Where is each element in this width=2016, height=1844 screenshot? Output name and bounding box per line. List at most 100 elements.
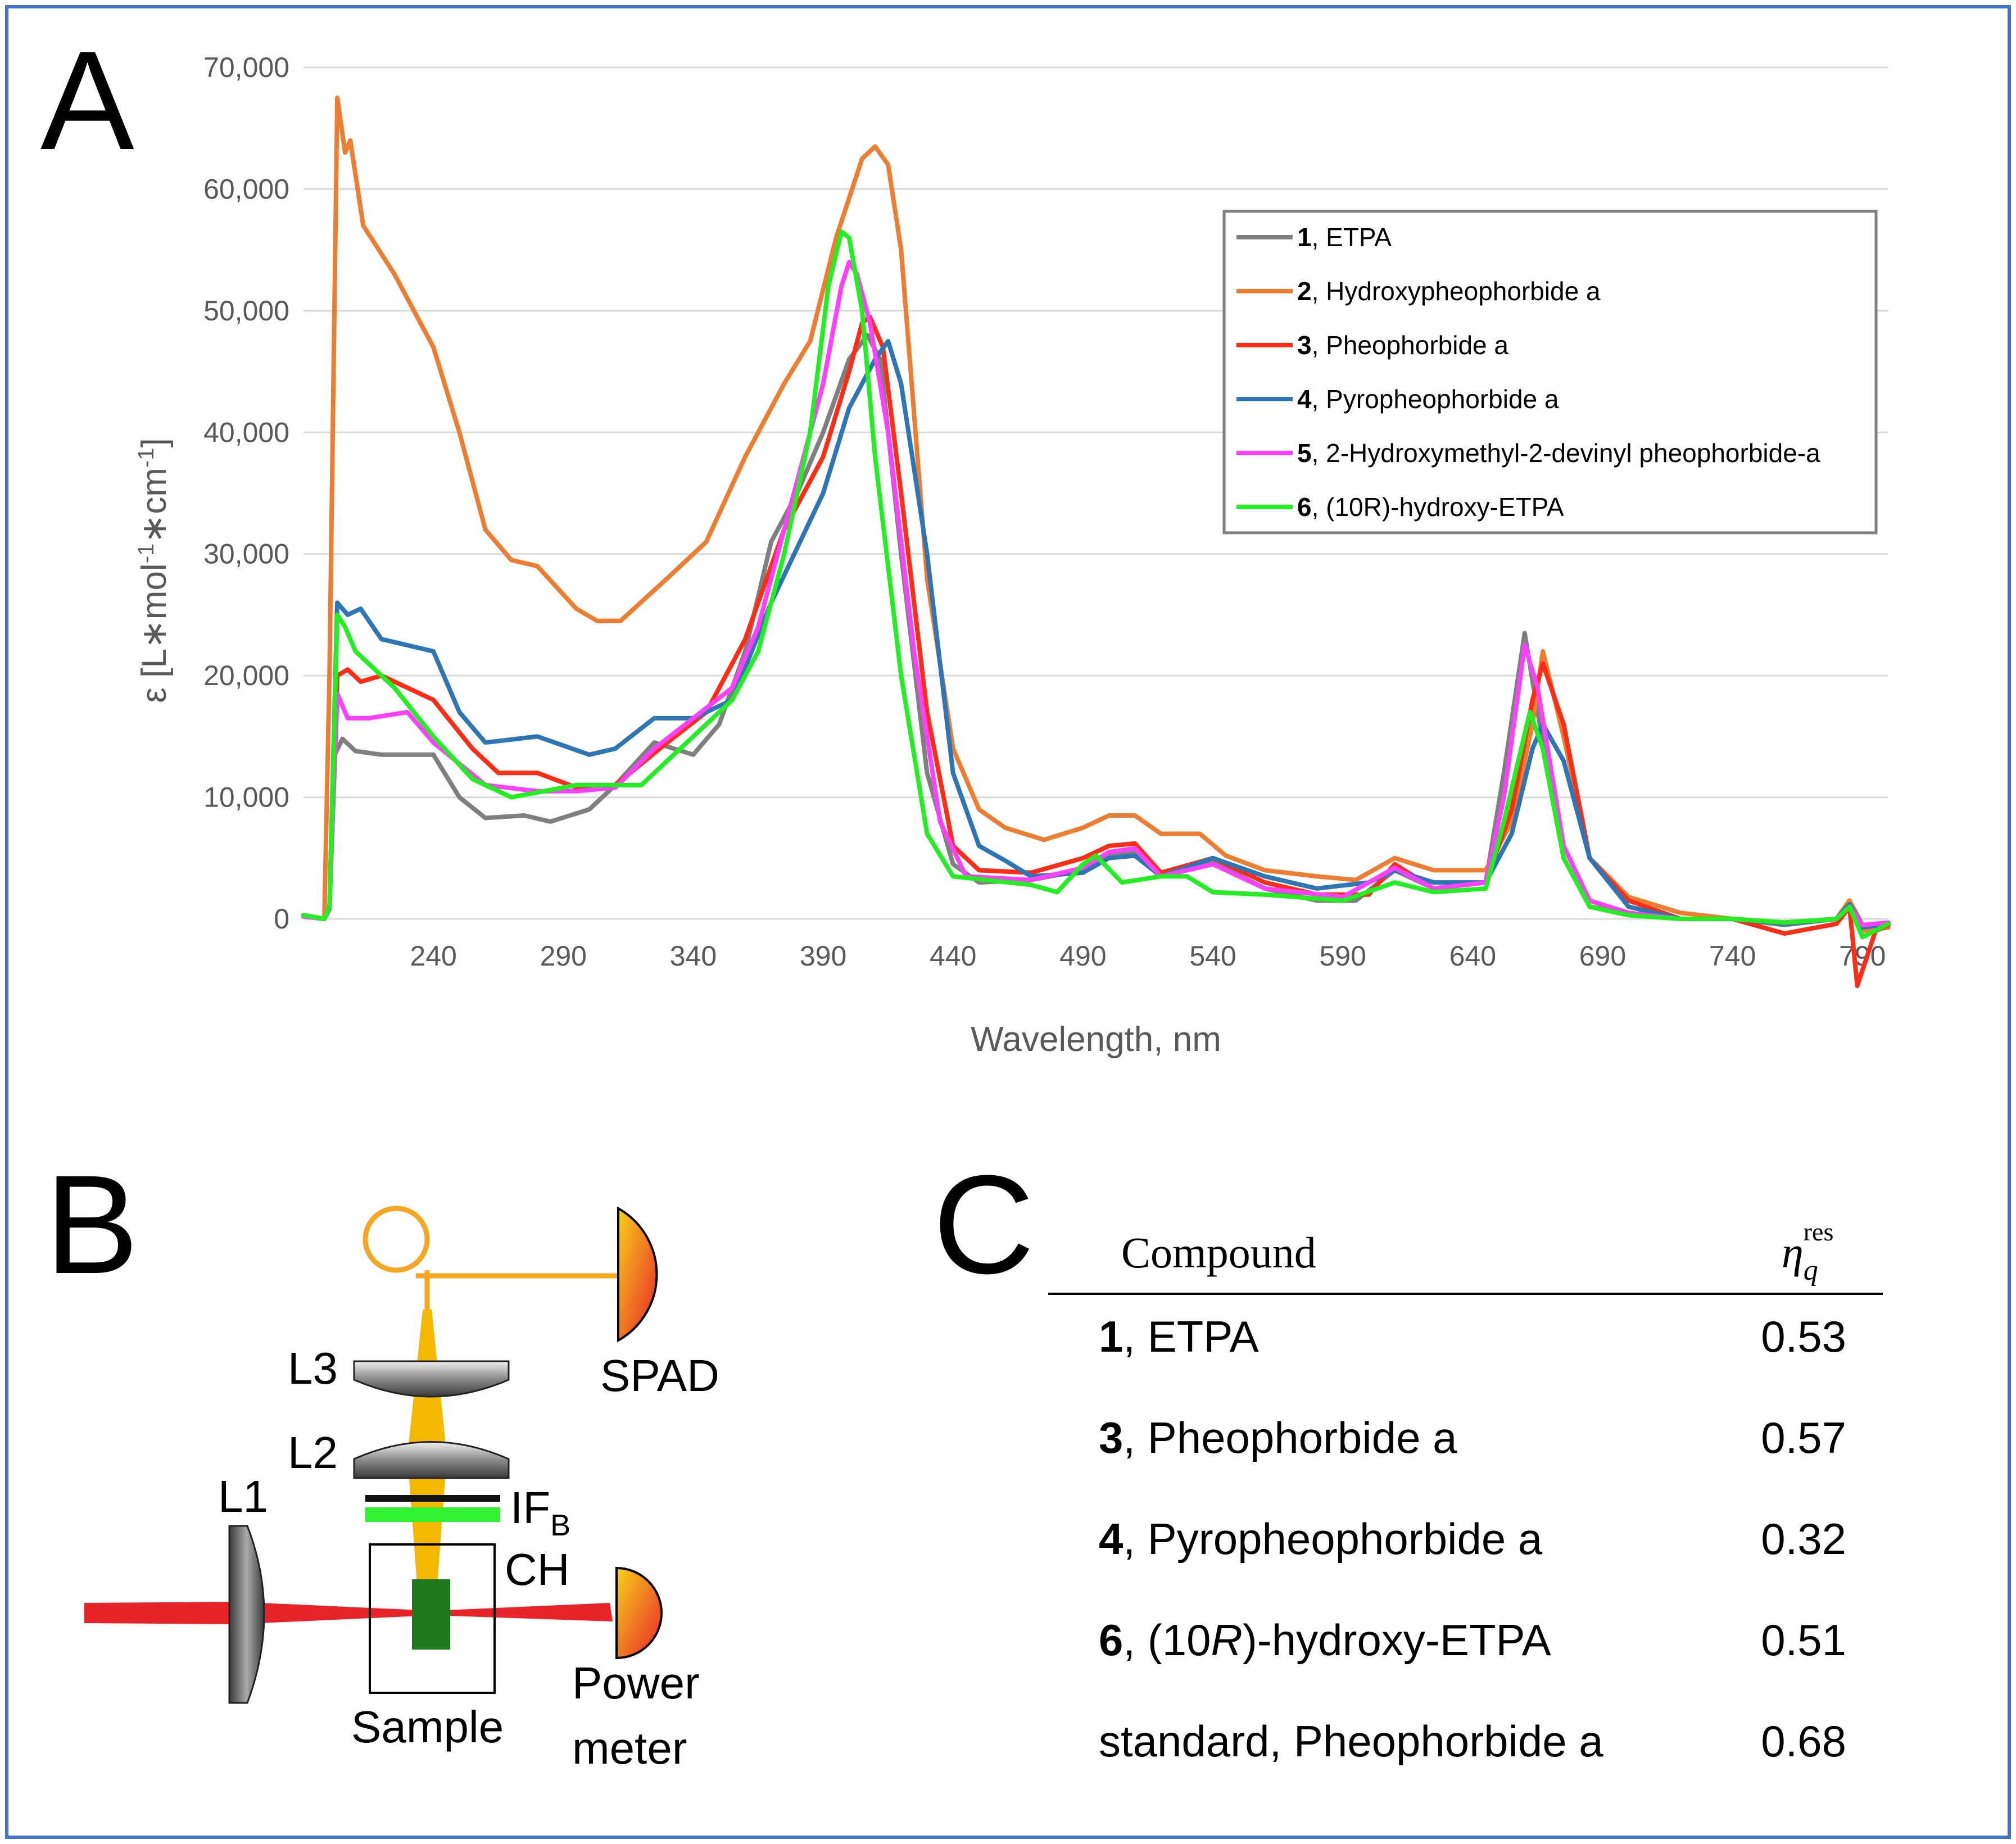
row-compound: , Pheophorbide a [1123, 1413, 1457, 1462]
lens-l2 [353, 1441, 510, 1479]
legend-number: 1 [1297, 223, 1312, 252]
label-l3: L3 [288, 1343, 338, 1393]
y-tick-label: 0 [274, 903, 289, 935]
legend-number: 3 [1297, 330, 1312, 360]
x-tick-label: 690 [1579, 940, 1626, 972]
x-tick-label: 640 [1449, 940, 1496, 972]
row-compound: standard, Pheophorbide a [1099, 1716, 1603, 1766]
svg-text:4, Pyropheophorbide a: 4, Pyropheophorbide a [1297, 384, 1559, 414]
svg-text:1, ETPA: 1, ETPA [1099, 1312, 1259, 1361]
label-meter: meter [572, 1723, 687, 1773]
legend-number: 2 [1297, 277, 1312, 306]
quantum-yield-table: Compound ηq res 1, ETPA 0.53 3, Pheophorb… [1048, 1217, 1883, 1766]
x-tick-label: 340 [670, 940, 717, 972]
eta-symbol: η [1782, 1228, 1804, 1277]
x-tick-label: 490 [1059, 940, 1106, 972]
label-power: Power [572, 1658, 700, 1708]
svg-text:2, Hydroxypheophorbide a: 2, Hydroxypheophorbide a [1297, 277, 1601, 306]
x-tick-label: 440 [930, 940, 976, 972]
label-l2: L2 [288, 1428, 338, 1478]
label-l1: L1 [218, 1471, 268, 1521]
row-number: 6 [1099, 1615, 1123, 1665]
legend-label: , Hydroxypheophorbide a [1312, 277, 1601, 306]
x-tick-label: 390 [800, 940, 846, 972]
sample-cuvette [412, 1579, 450, 1650]
y-axis-title-part: ε [L∗mol [135, 563, 174, 703]
eta-subscript: q [1804, 1254, 1818, 1286]
svg-text:1, ETPA: 1, ETPA [1297, 223, 1392, 252]
y-tick-label: 20,000 [203, 660, 289, 691]
legend-label: , 2-Hydroxymethyl-2-devinyl pheophorbide… [1312, 438, 1821, 468]
legend-label: , ETPA [1312, 223, 1392, 252]
figure-frame [5, 5, 2011, 1839]
legend-entry: 2, Hydroxypheophorbide a [1236, 277, 1601, 306]
series-line-6 [301, 229, 1891, 940]
y-tick-label: 60,000 [203, 173, 289, 205]
label-ch: CH [505, 1544, 570, 1594]
label-spad: SPAD [600, 1351, 719, 1401]
chart-y-ticks: 0 10,000 20,000 30,000 40,000 50,000 60,000 70,… [203, 52, 289, 935]
legend-label: , (10R)-hydroxy-ETPA [1312, 492, 1564, 522]
legend-label: , Pheophorbide a [1312, 330, 1509, 360]
panel-c-letter: C [933, 1146, 1035, 1303]
chart-legend: 1, ETPA 2, Hydroxypheophorbide a 3, Pheo… [1222, 210, 1878, 534]
row-value: 0.68 [1761, 1716, 1846, 1766]
svg-text:5, 2-Hydroxymethyl-2-devinyl p: 5, 2-Hydroxymethyl-2-devinyl pheophorbid… [1297, 438, 1820, 468]
svg-text:6, (10R)-hydroxy-ETPA: 6, (10R)-hydroxy-ETPA [1099, 1615, 1551, 1665]
table-header-compound: Compound [1121, 1228, 1316, 1277]
row-value: 0.51 [1761, 1615, 1846, 1665]
laser-beam [84, 1602, 613, 1624]
row-compound-italic: R [1211, 1615, 1242, 1665]
legend-entry: 6, (10R)-hydroxy-ETPA [1236, 492, 1564, 522]
y-axis-title-sup: -1 [134, 448, 158, 468]
row-number: 3 [1099, 1413, 1123, 1462]
x-tick-label: 240 [410, 940, 456, 972]
panel-b-letter: B [45, 1146, 139, 1303]
legend-number: 5 [1297, 438, 1312, 468]
power-meter [615, 1566, 663, 1660]
table-row: 1, ETPA 0.53 [1099, 1312, 1846, 1361]
row-value: 0.53 [1761, 1312, 1846, 1361]
lens-l3 [353, 1360, 510, 1398]
svg-text:4, Pyropheophorbide a: 4, Pyropheophorbide a [1099, 1514, 1543, 1564]
legend-box [1222, 210, 1878, 534]
legend-number: 6 [1297, 492, 1312, 522]
cuvette-holder [369, 1543, 496, 1694]
x-axis-title: Wavelength, nm [971, 1020, 1221, 1059]
svg-text:3, Pheophorbide a: 3, Pheophorbide a [1297, 330, 1508, 360]
interference-filter [365, 1507, 500, 1522]
label-if: IFB [510, 1483, 570, 1542]
y-tick-label: 50,000 [203, 295, 289, 327]
legend-entry: 5, 2-Hydroxymethyl-2-devinyl pheophorbid… [1236, 438, 1820, 468]
y-tick-label: 70,000 [203, 52, 289, 83]
row-value: 0.57 [1761, 1413, 1846, 1462]
panel-a-letter: A [40, 22, 134, 179]
y-tick-label: 30,000 [203, 538, 289, 570]
lens-l1 [228, 1525, 265, 1704]
chart-series [301, 96, 1891, 988]
legend-entry: 3, Pheophorbide a [1236, 330, 1508, 360]
label-if-sub: B [550, 1508, 570, 1542]
legend-label-6: 6, (10R)-hydroxy-ETPA [1297, 492, 1564, 522]
series-line-5 [301, 260, 1891, 927]
y-axis-title: ε [L∗mol-1∗cm-1] [134, 438, 174, 703]
y-axis-title-part: ∗cm [135, 468, 174, 543]
label-sample: Sample [351, 1702, 504, 1752]
legend-label: , Pyropheophorbide a [1312, 384, 1559, 414]
row-number: 4 [1099, 1514, 1123, 1564]
table-row: 4, Pyropheophorbide a 0.32 [1099, 1514, 1846, 1564]
legend-number: 4 [1297, 384, 1312, 414]
y-axis-title-sup: -1 [134, 543, 158, 564]
spad-detector [617, 1206, 658, 1343]
legend-entry: 4, Pyropheophorbide a [1236, 384, 1559, 414]
svg-text:3, Pheophorbide a: 3, Pheophorbide a [1099, 1413, 1457, 1462]
row-number: 1 [1099, 1312, 1123, 1361]
series-line-2 [301, 96, 1891, 934]
row-compound: , ETPA [1123, 1312, 1258, 1361]
table-row: 6, (10R)-hydroxy-ETPA 0.51 [1099, 1615, 1846, 1665]
table-header-eta: ηq res [1782, 1217, 1833, 1286]
y-tick-label: 10,000 [203, 782, 289, 813]
optical-setup-diagram: L3 L2 L1 IFB CH SPAD Sample Power meter [84, 1206, 719, 1773]
row-compound: , (10 [1123, 1615, 1211, 1665]
